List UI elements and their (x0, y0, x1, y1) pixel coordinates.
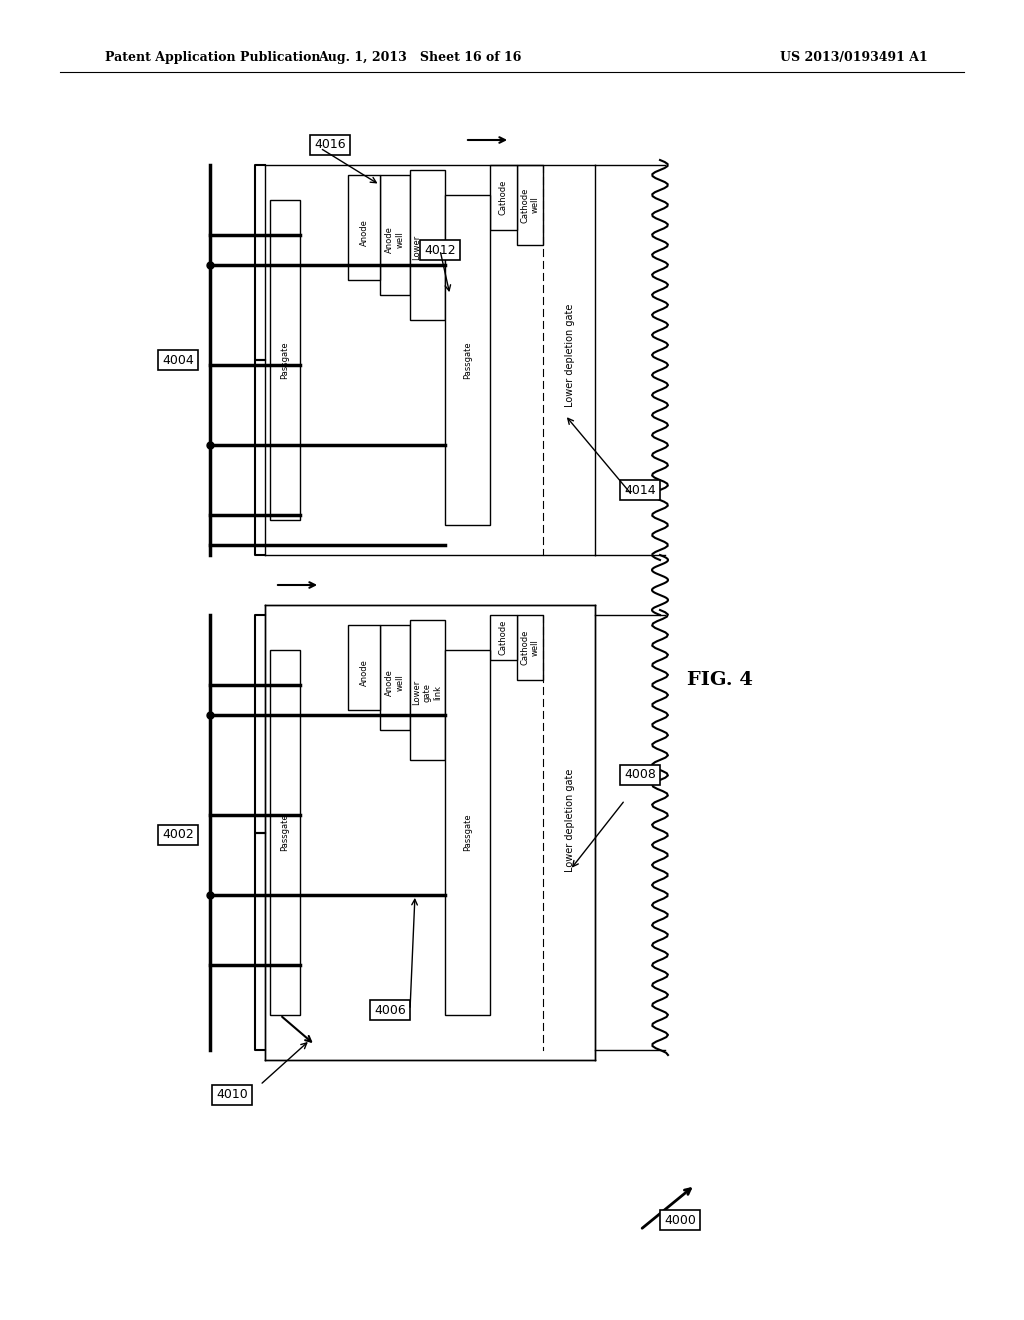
Bar (490, 165, 517, 230)
Text: 4016: 4016 (314, 139, 346, 152)
Text: 4002: 4002 (162, 829, 194, 842)
Text: Anode
well: Anode well (385, 227, 404, 253)
Text: Passgate: Passgate (463, 341, 472, 379)
Text: Anode
well: Anode well (385, 669, 404, 696)
Text: 4014: 4014 (625, 483, 655, 496)
Text: Lower
gate
link: Lower gate link (413, 235, 442, 260)
Bar (380, 176, 410, 294)
Text: FIG. 4: FIG. 4 (687, 671, 753, 689)
Bar (348, 176, 380, 280)
Text: 4010: 4010 (216, 1089, 248, 1101)
Text: Aug. 1, 2013   Sheet 16 of 16: Aug. 1, 2013 Sheet 16 of 16 (318, 51, 521, 65)
Bar (517, 165, 543, 246)
Bar (270, 201, 300, 520)
Text: Lower depletion gate: Lower depletion gate (565, 304, 575, 407)
Text: Cathode
well: Cathode well (520, 630, 540, 665)
Bar (270, 649, 300, 1015)
Text: Passgate: Passgate (463, 813, 472, 851)
Bar (410, 620, 445, 760)
Text: Cathode
well: Cathode well (520, 187, 540, 223)
Bar (445, 649, 490, 1015)
Text: US 2013/0193491 A1: US 2013/0193491 A1 (780, 51, 928, 65)
Bar (517, 615, 543, 680)
Bar (380, 624, 410, 730)
Text: 4006: 4006 (374, 1003, 406, 1016)
Text: 4000: 4000 (664, 1213, 696, 1226)
Text: 4004: 4004 (162, 354, 194, 367)
Bar (410, 170, 445, 319)
Text: 4012: 4012 (424, 243, 456, 256)
Bar (490, 615, 517, 660)
Text: Passgate: Passgate (281, 341, 290, 379)
Text: Cathode: Cathode (499, 620, 508, 655)
Text: Patent Application Publication: Patent Application Publication (105, 51, 321, 65)
Text: Lower depletion gate: Lower depletion gate (565, 768, 575, 871)
Text: Passgate: Passgate (281, 813, 290, 851)
Text: Anode: Anode (359, 659, 369, 686)
Text: Lower
gate
link: Lower gate link (413, 680, 442, 705)
Text: Anode: Anode (359, 219, 369, 246)
Bar (348, 624, 380, 710)
Text: Cathode: Cathode (499, 180, 508, 215)
Text: 4008: 4008 (624, 768, 656, 781)
Bar (445, 195, 490, 525)
